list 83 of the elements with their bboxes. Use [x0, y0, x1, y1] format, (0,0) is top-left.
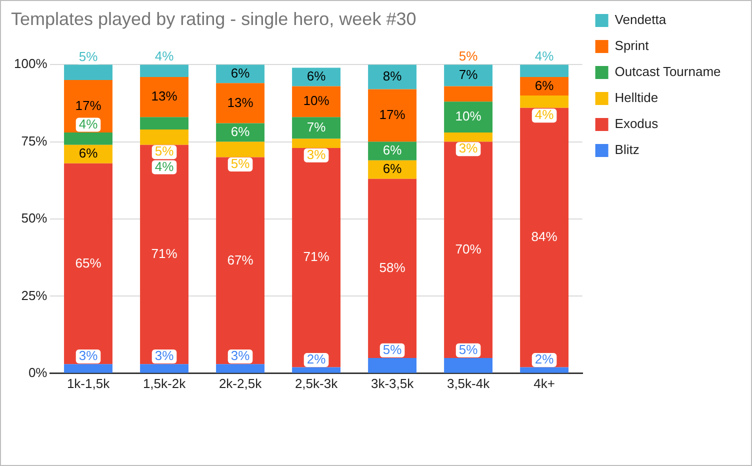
- bar: [140, 144, 188, 364]
- bar: [444, 142, 493, 358]
- data-label: 4%: [154, 158, 174, 174]
- x-tick-label: 1,5k-2k: [142, 376, 186, 391]
- data-label: 3%: [78, 348, 98, 364]
- data-label: 5%: [230, 156, 250, 172]
- data-label: 5%: [458, 48, 478, 64]
- data-label: 7%: [458, 66, 478, 82]
- bar: [140, 76, 188, 118]
- data-label: 3%: [154, 348, 174, 364]
- bar: [64, 163, 112, 364]
- data-label: 10%: [303, 93, 330, 108]
- data-label: 17%: [379, 107, 406, 122]
- x-tick-label: 3k-3,5k: [370, 376, 414, 391]
- data-label: 3%: [230, 348, 250, 364]
- data-label: 8%: [382, 68, 402, 84]
- data-label: 6%: [382, 161, 402, 176]
- chart-title: Templates played by rating - single hero, week #30: [11, 8, 416, 29]
- data-label: 17%: [75, 98, 102, 113]
- bar: [368, 160, 416, 179]
- x-tick-label: 2,5k-3k: [294, 376, 338, 391]
- data-label: 4%: [78, 116, 98, 132]
- data-label: 4%: [154, 48, 174, 64]
- data-label: 6%: [230, 124, 250, 140]
- bar: [520, 76, 569, 96]
- legend-label: Helltide: [614, 90, 658, 106]
- data-label: 2%: [534, 352, 554, 367]
- data-label: 58%: [379, 260, 406, 275]
- data-label: 67%: [227, 252, 254, 268]
- data-label: 3%: [306, 146, 326, 162]
- bar: [368, 142, 416, 160]
- data-label: 70%: [455, 241, 482, 256]
- legend-label: Outcast Tourname: [614, 64, 721, 80]
- bar: [368, 64, 416, 90]
- legend-label: Exodus: [614, 116, 659, 132]
- legend-label: Blitz: [614, 142, 640, 158]
- bar: [292, 86, 340, 118]
- data-label: 84%: [531, 229, 558, 244]
- bar: [444, 86, 493, 102]
- data-label: 7%: [306, 119, 326, 134]
- data-label: 4%: [534, 48, 554, 64]
- data-label: 10%: [455, 108, 482, 124]
- bar: [292, 148, 340, 368]
- bar: [292, 117, 340, 139]
- data-label: 65%: [75, 255, 102, 270]
- bar: [292, 68, 340, 86]
- data-label: 3%: [458, 140, 478, 156]
- data-label: 6%: [230, 65, 250, 80]
- y-tick-label: 25%: [21, 288, 48, 303]
- data-label: 2%: [306, 352, 326, 367]
- bar: [216, 83, 264, 124]
- bar: [520, 108, 569, 368]
- data-label: 4%: [534, 107, 554, 122]
- x-tick-label: 2k-2,5k: [218, 376, 262, 391]
- data-label: 6%: [534, 78, 554, 93]
- legend-label: Vendetta: [614, 12, 667, 28]
- y-tick-label: 0%: [28, 364, 48, 380]
- bar: [444, 102, 493, 133]
- data-label: 71%: [151, 246, 178, 262]
- x-tick-label: 1k-1,5k: [66, 376, 110, 391]
- data-label: 13%: [151, 88, 178, 104]
- bar: [368, 178, 416, 358]
- data-label: 5%: [78, 48, 98, 64]
- bar: [368, 89, 416, 142]
- y-tick-label: 100%: [14, 56, 48, 72]
- x-tick-label: 4k+: [534, 376, 555, 391]
- bar: [140, 117, 188, 130]
- bar: [64, 144, 112, 164]
- legend-label: Sprint: [614, 38, 650, 54]
- bar: [64, 64, 112, 80]
- data-label: 13%: [227, 94, 254, 110]
- x-tick-label: 3,5k-4k: [446, 376, 490, 391]
- data-label: 5%: [382, 342, 402, 358]
- data-label: 6%: [306, 68, 326, 84]
- data-label: 5%: [154, 144, 174, 159]
- data-label: 6%: [382, 142, 402, 158]
- bar: [216, 157, 264, 364]
- data-label: 6%: [78, 146, 98, 161]
- bar: [216, 123, 264, 142]
- data-label: 5%: [458, 342, 478, 358]
- data-label: 71%: [303, 249, 330, 264]
- y-tick-label: 75%: [21, 133, 48, 148]
- y-tick-label: 50%: [21, 210, 48, 226]
